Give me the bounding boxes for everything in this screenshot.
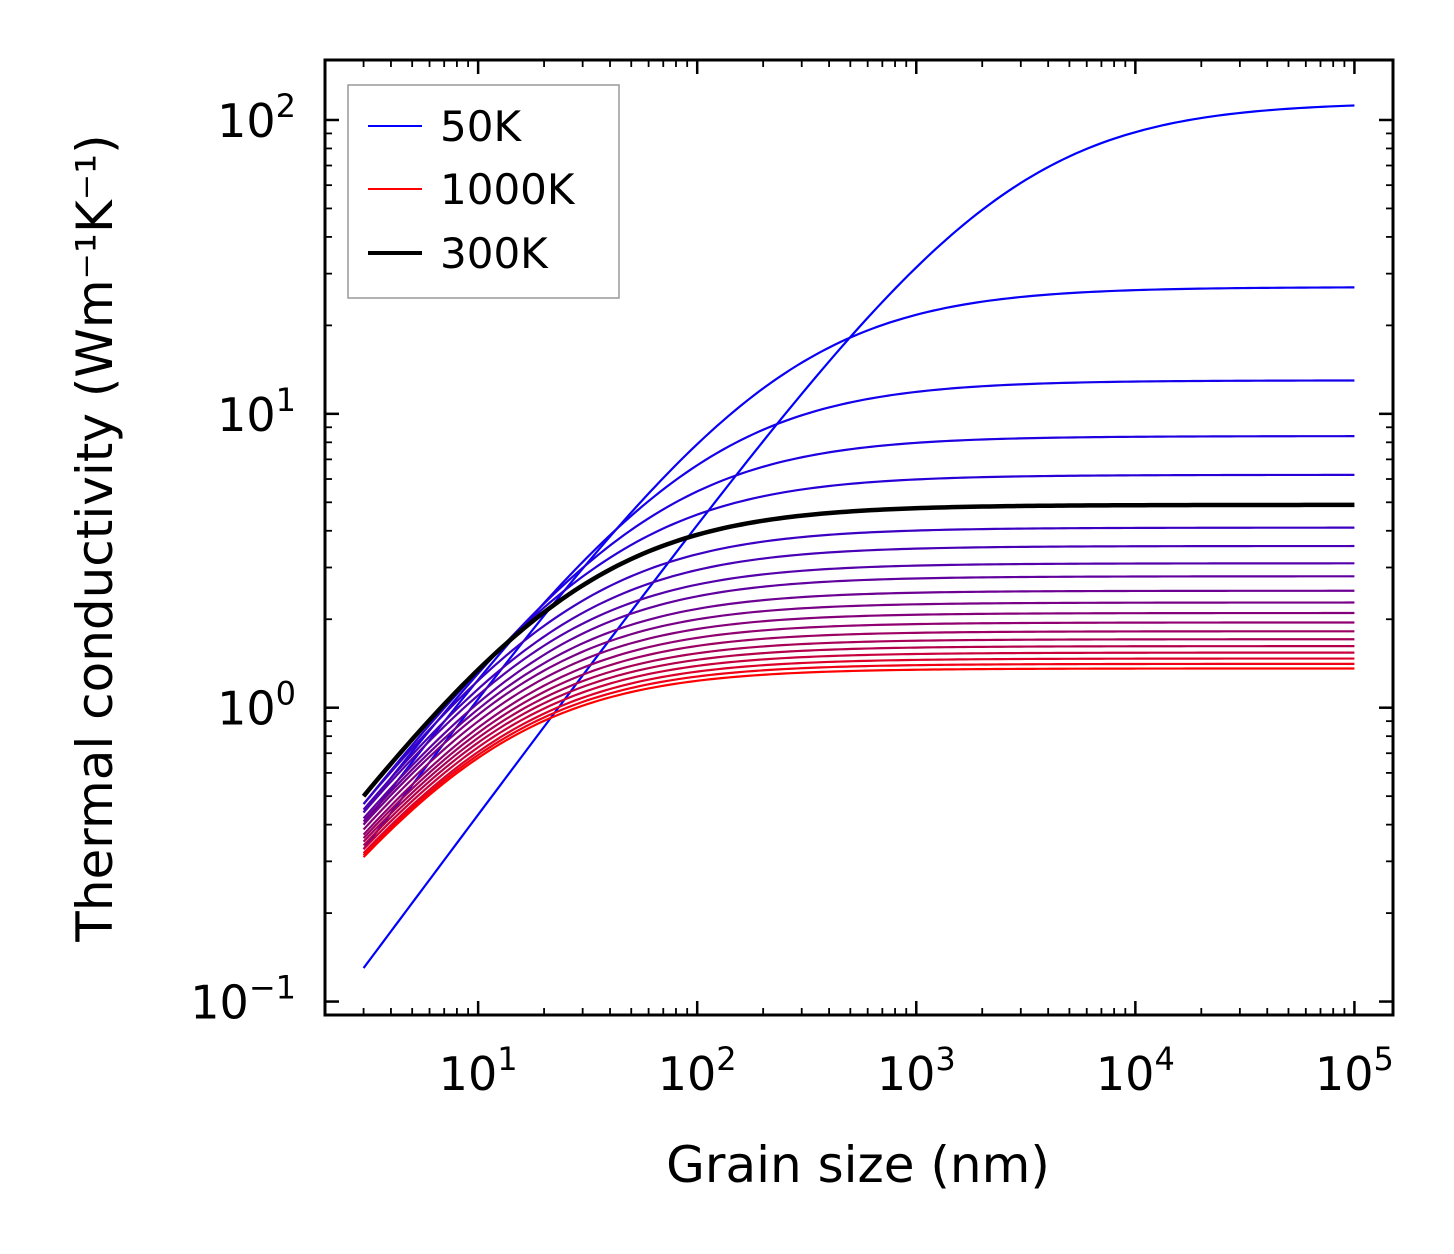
series-line-600k xyxy=(362,601,1355,826)
series-line-500k xyxy=(362,575,1355,820)
tick-labels: 101 102 103 104 105 10−1 100 101 102 xyxy=(190,87,1394,1101)
series-line-450k xyxy=(362,562,1355,814)
series-line-350k xyxy=(362,526,1355,805)
series-line-1000k xyxy=(362,667,1355,858)
x-tick-label: 103 xyxy=(877,1040,956,1101)
x-tick-label: 101 xyxy=(439,1040,518,1101)
series-line-650k xyxy=(362,611,1355,831)
series-line-550k xyxy=(362,589,1355,823)
y-tick-label: 102 xyxy=(217,87,296,148)
x-tick-label: 105 xyxy=(1315,1040,1394,1101)
series-line-975k xyxy=(362,662,1355,856)
series-line-950k xyxy=(362,657,1355,854)
series-line-800k xyxy=(362,638,1355,843)
y-tick-label: 10−1 xyxy=(190,969,296,1030)
legend-box xyxy=(347,84,620,299)
series-line-750k xyxy=(362,630,1355,839)
series-line-200k xyxy=(362,435,1355,814)
legend-label-50k: 50K xyxy=(440,102,522,151)
series-line-300k xyxy=(361,502,1355,798)
series-line-250k xyxy=(362,473,1355,805)
series-line-850k xyxy=(362,645,1355,847)
series-line-900k xyxy=(362,651,1355,850)
legend: 50K 1000K 300K xyxy=(347,84,620,299)
plot-frame xyxy=(323,58,1395,1017)
x-tick-label: 104 xyxy=(1096,1040,1175,1101)
y-tick-label: 100 xyxy=(217,675,296,736)
axis-ticks xyxy=(324,60,1393,1016)
series-line-400k xyxy=(362,544,1355,811)
series-line-50k xyxy=(362,104,1355,969)
x-axis-label: Grain size (nm) xyxy=(666,1136,1050,1194)
series-line-700k xyxy=(362,621,1355,836)
series-line-100k xyxy=(362,286,1355,850)
series-layer xyxy=(361,104,1355,969)
y-axis-label: Thermal conductivity (Wm⁻¹K⁻¹) xyxy=(66,134,124,942)
y-tick-label: 101 xyxy=(217,381,296,442)
x-tick-label: 102 xyxy=(658,1040,737,1101)
legend-label-1000k: 1000K xyxy=(440,165,576,214)
legend-label-300k: 300K xyxy=(440,229,549,278)
